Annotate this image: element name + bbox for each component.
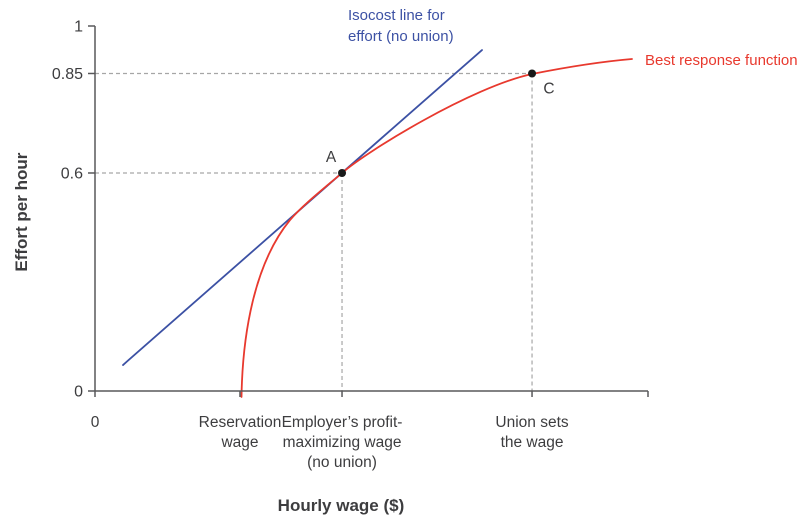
point-a-label: A: [326, 149, 337, 166]
x-tick-label-0: 0: [91, 414, 100, 431]
y-axis-title: Effort per hour: [12, 152, 31, 271]
point-c-marker: [528, 69, 537, 78]
x-tick-label-3: Union sets the wage: [495, 414, 568, 451]
x-tick-label-1: Reservation wage: [199, 414, 282, 451]
y-tick-label-0: 0: [74, 384, 83, 401]
point-a-marker: [338, 168, 347, 177]
point-c-label: C: [543, 80, 554, 97]
isocost-label: Isocost line for effort (no union): [348, 7, 454, 45]
best_response-curve: [240, 58, 633, 398]
x-axis-title: Hourly wage ($): [278, 496, 405, 515]
y-tick-label-1: 1: [74, 19, 83, 36]
y-tick-label-0.85: 0.85: [52, 66, 83, 83]
best_response-label: Best response function: [645, 52, 798, 69]
y-tick-label-0.6: 0.6: [61, 165, 83, 182]
x-tick-label-2: Employer’s profit-maximizing wage (no uni…: [282, 414, 403, 471]
